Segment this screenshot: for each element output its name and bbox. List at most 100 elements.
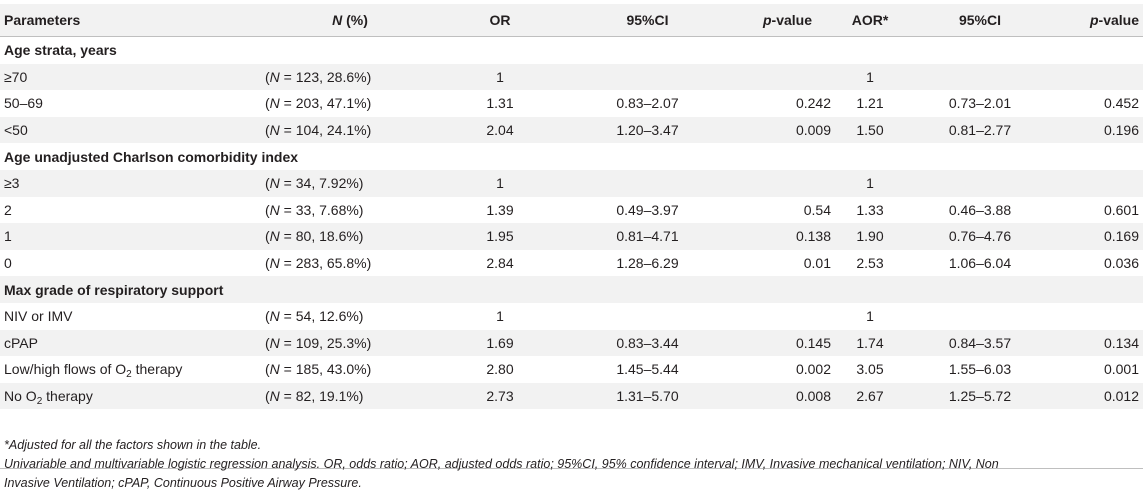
header-pvalue: p-value [740,4,835,37]
table-row: cPAP (N = 109, 25.3%) 1.69 0.83–3.44 0.145 1.… [0,329,1143,357]
table-row: 50–69 (N = 203, 47.1%) 1.31 0.83–2.07 0.242 1… [0,90,1143,117]
parameter-subscript: 2 [126,369,132,381]
table-row: NIV or IMV (N = 54, 12.6%) 1 1 [0,303,1143,330]
cell-pvalue: 0.54 [803,201,831,218]
cell-parameter: Low/high flows of O2 therapy [0,356,255,383]
cell-pvalue: 0.138 [795,228,831,245]
cell-pvalue [740,64,835,91]
header-p2-suffix: -value [1098,12,1139,28]
cell-ci-adjusted [905,170,1055,197]
cell-pvalue-adjusted: 0.012 [1103,388,1139,405]
cell-or: 1.31 [486,95,514,112]
cell-ci-adjusted: 1.06–6.04 [948,255,1012,272]
n-text: N = 54, 12.6%) [269,308,364,325]
cell-aor: 1.74 [856,334,884,351]
cell-aor: 1 [866,175,874,192]
cell-n-percent: (N = 82, 19.1%) [255,383,445,410]
cell-parameter: 0 [4,255,12,272]
cell-n-percent: (N = 203, 47.1%) [255,90,445,117]
n-text: N = 109, 25.3%) [269,334,372,351]
cell-n-percent: (N = 104, 24.1%) [255,117,445,144]
cell-ci-adjusted: 1.55–6.03 [948,361,1012,378]
cell-or: 1.39 [486,201,514,218]
cell-or: 2.73 [486,388,514,405]
cell-ci-adjusted: 0.76–4.76 [948,228,1012,245]
table-row: <50 (N = 104, 24.1%) 2.04 1.20–3.47 0.009 1.5… [0,116,1143,144]
cell-ci-adjusted: 0.46–3.88 [948,201,1012,218]
parameter-suffix: therapy [131,361,183,378]
parameter-prefix: Low/high flows of O [4,361,127,378]
cell-pvalue-adjusted: 0.196 [1103,122,1139,139]
cell-pvalue: 0.009 [795,122,831,139]
cell-ci [555,64,740,91]
cell-parameter: NIV or IMV [4,308,73,325]
cell-pvalue-adjusted: 0.169 [1103,228,1139,245]
table-row: 2 (N = 33, 7.68%) 1.39 0.49–3.97 0.54 1.33 0.4… [0,197,1143,224]
table-row: No O2 therapy (N = 82, 19.1%) 2.73 1.31–5.7… [0,382,1143,410]
n-text: N = 185, 43.0%) [269,361,372,378]
footnote-legend-line2: Invasive Ventilation; cPAP, Continuous P… [4,476,362,490]
header-ci: 95%CI [555,4,740,37]
n-open-paren: ( [265,334,270,351]
cell-parameter: 1 [4,228,12,245]
cell-n-percent: (N = 283, 65.8%) [255,250,445,277]
cell-pvalue [740,170,835,197]
cell-pvalue-adjusted [1055,170,1143,197]
cell-pvalue [740,303,835,330]
cell-n-percent: (N = 33, 7.68%) [255,197,445,224]
n-open-paren: ( [265,122,270,139]
section-title: Age strata, years [4,42,117,59]
n-text: N = 104, 24.1%) [269,122,372,139]
section-title: Max grade of respiratory support [4,281,224,298]
n-open-paren: ( [265,388,270,405]
cell-pvalue: 0.008 [795,388,831,405]
header-parameters: Parameters [0,4,255,37]
table-bottom-rule [0,468,1143,469]
table-row: Low/high flows of O2 therapy (N = 185, 43… [0,356,1143,383]
header-pvalue-adjusted: p-value [1055,4,1143,37]
cell-pvalue-adjusted: 0.036 [1103,255,1139,272]
cell-or: 1 [496,175,504,192]
cell-pvalue-adjusted [1055,303,1143,330]
cell-parameter: 2 [4,201,12,218]
parameter-subscript: 2 [36,396,43,408]
parameter-suffix: therapy [42,388,93,405]
section-header-row: Age strata, years [0,37,1143,64]
cell-n-percent: (N = 123, 28.6%) [255,64,445,91]
cell-pvalue: 0.002 [795,361,831,378]
table-row: ≥3 (N = 34, 7.92%) 1 1 [0,169,1143,197]
cell-or: 2.84 [486,255,514,272]
cell-pvalue: 0.242 [795,95,831,112]
n-text: N = 82, 19.1%) [269,388,364,405]
cell-ci: 1.20–3.47 [616,122,679,139]
table-row: ≥70 (N = 123, 28.6%) 1 1 [0,63,1143,91]
cell-ci: 1.45–5.44 [616,361,679,378]
cell-aor: 2.53 [856,255,884,272]
header-n: N (%) [255,4,445,37]
cell-aor: 2.67 [856,388,884,405]
cell-ci-adjusted: 1.25–5.72 [948,388,1012,405]
header-p2-letter: p [1089,12,1099,28]
footnote-block: *Adjusted for all the factors shown in t… [4,436,999,493]
cell-ci: 0.83–3.44 [616,334,679,351]
header-or: OR [445,4,555,37]
cell-pvalue-adjusted [1055,64,1143,91]
n-text: N = 80, 18.6%) [269,228,364,245]
n-text: N = 203, 47.1%) [269,95,372,112]
cell-ci-adjusted: 0.81–2.77 [948,122,1012,139]
n-open-paren: ( [265,361,270,378]
n-open-paren: ( [265,255,270,272]
cell-ci: 1.28–6.29 [616,255,679,272]
cell-pvalue: 0.01 [803,255,831,272]
cell-ci: 1.31–5.70 [616,388,679,405]
n-text: N = 283, 65.8%) [269,255,372,272]
cell-or: 1 [496,68,504,85]
section-title: Age unadjusted Charlson comorbidity inde… [4,148,299,165]
cell-or: 1 [496,308,504,325]
footnote-adjusted: *Adjusted for all the factors shown in t… [4,438,262,452]
cell-pvalue-adjusted: 0.601 [1103,201,1139,218]
cell-n-percent: (N = 54, 12.6%) [255,303,445,330]
cell-or: 2.04 [486,122,514,139]
cell-or: 2.80 [486,361,514,378]
